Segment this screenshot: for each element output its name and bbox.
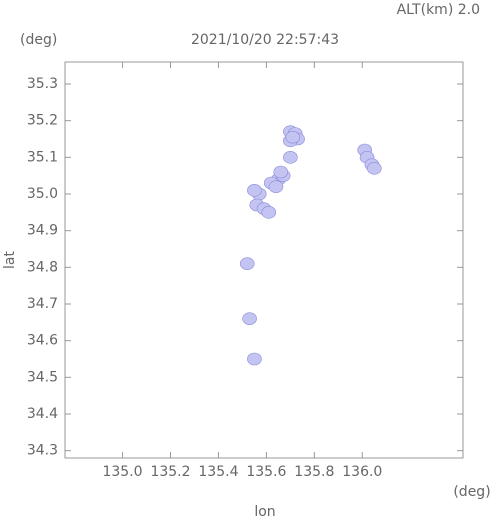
y-tick-label: 34.8 xyxy=(27,259,58,275)
y-tick-label: 34.4 xyxy=(27,406,58,422)
x-unit: (deg) xyxy=(453,484,490,500)
y-tick-label: 34.3 xyxy=(27,443,58,459)
x-tick-label: 135.6 xyxy=(246,464,286,480)
y-tick-label: 35.2 xyxy=(27,113,58,129)
y-tick-label: 34.5 xyxy=(27,369,58,385)
y-tick-label: 34.6 xyxy=(27,333,58,349)
echo-cell xyxy=(261,206,277,219)
echo-cell xyxy=(247,352,262,366)
x-tick-label: 135.4 xyxy=(198,464,238,480)
echo-cell xyxy=(242,312,257,325)
echo-cell xyxy=(273,165,289,179)
y-axis-label: lat xyxy=(2,251,18,269)
y-unit: (deg) xyxy=(20,32,57,48)
echo-cell xyxy=(268,180,284,193)
echo-cell xyxy=(247,184,262,197)
echo-cell xyxy=(285,130,301,144)
x-tick-label: 135.0 xyxy=(102,464,142,480)
y-tick-label: 34.9 xyxy=(27,223,58,239)
x-tick-label: 135.2 xyxy=(150,464,190,480)
x-tick-label: 135.8 xyxy=(294,464,334,480)
echo-cell xyxy=(366,162,382,175)
y-tick-label: 34.7 xyxy=(27,296,58,312)
altitude-label: ALT(km) 2.0 xyxy=(397,2,480,18)
chart-title: 2021/10/20 22:57:43 xyxy=(191,32,339,48)
echo-cell xyxy=(239,257,255,270)
y-tick-label: 35.1 xyxy=(27,149,58,165)
y-tick-label: 35.3 xyxy=(27,76,58,92)
y-tick-label: 35.0 xyxy=(27,186,58,202)
plot-frame xyxy=(64,61,464,459)
x-axis-label: lon xyxy=(254,504,275,520)
echo-cell xyxy=(283,151,298,164)
x-tick-label: 136.0 xyxy=(342,464,382,480)
